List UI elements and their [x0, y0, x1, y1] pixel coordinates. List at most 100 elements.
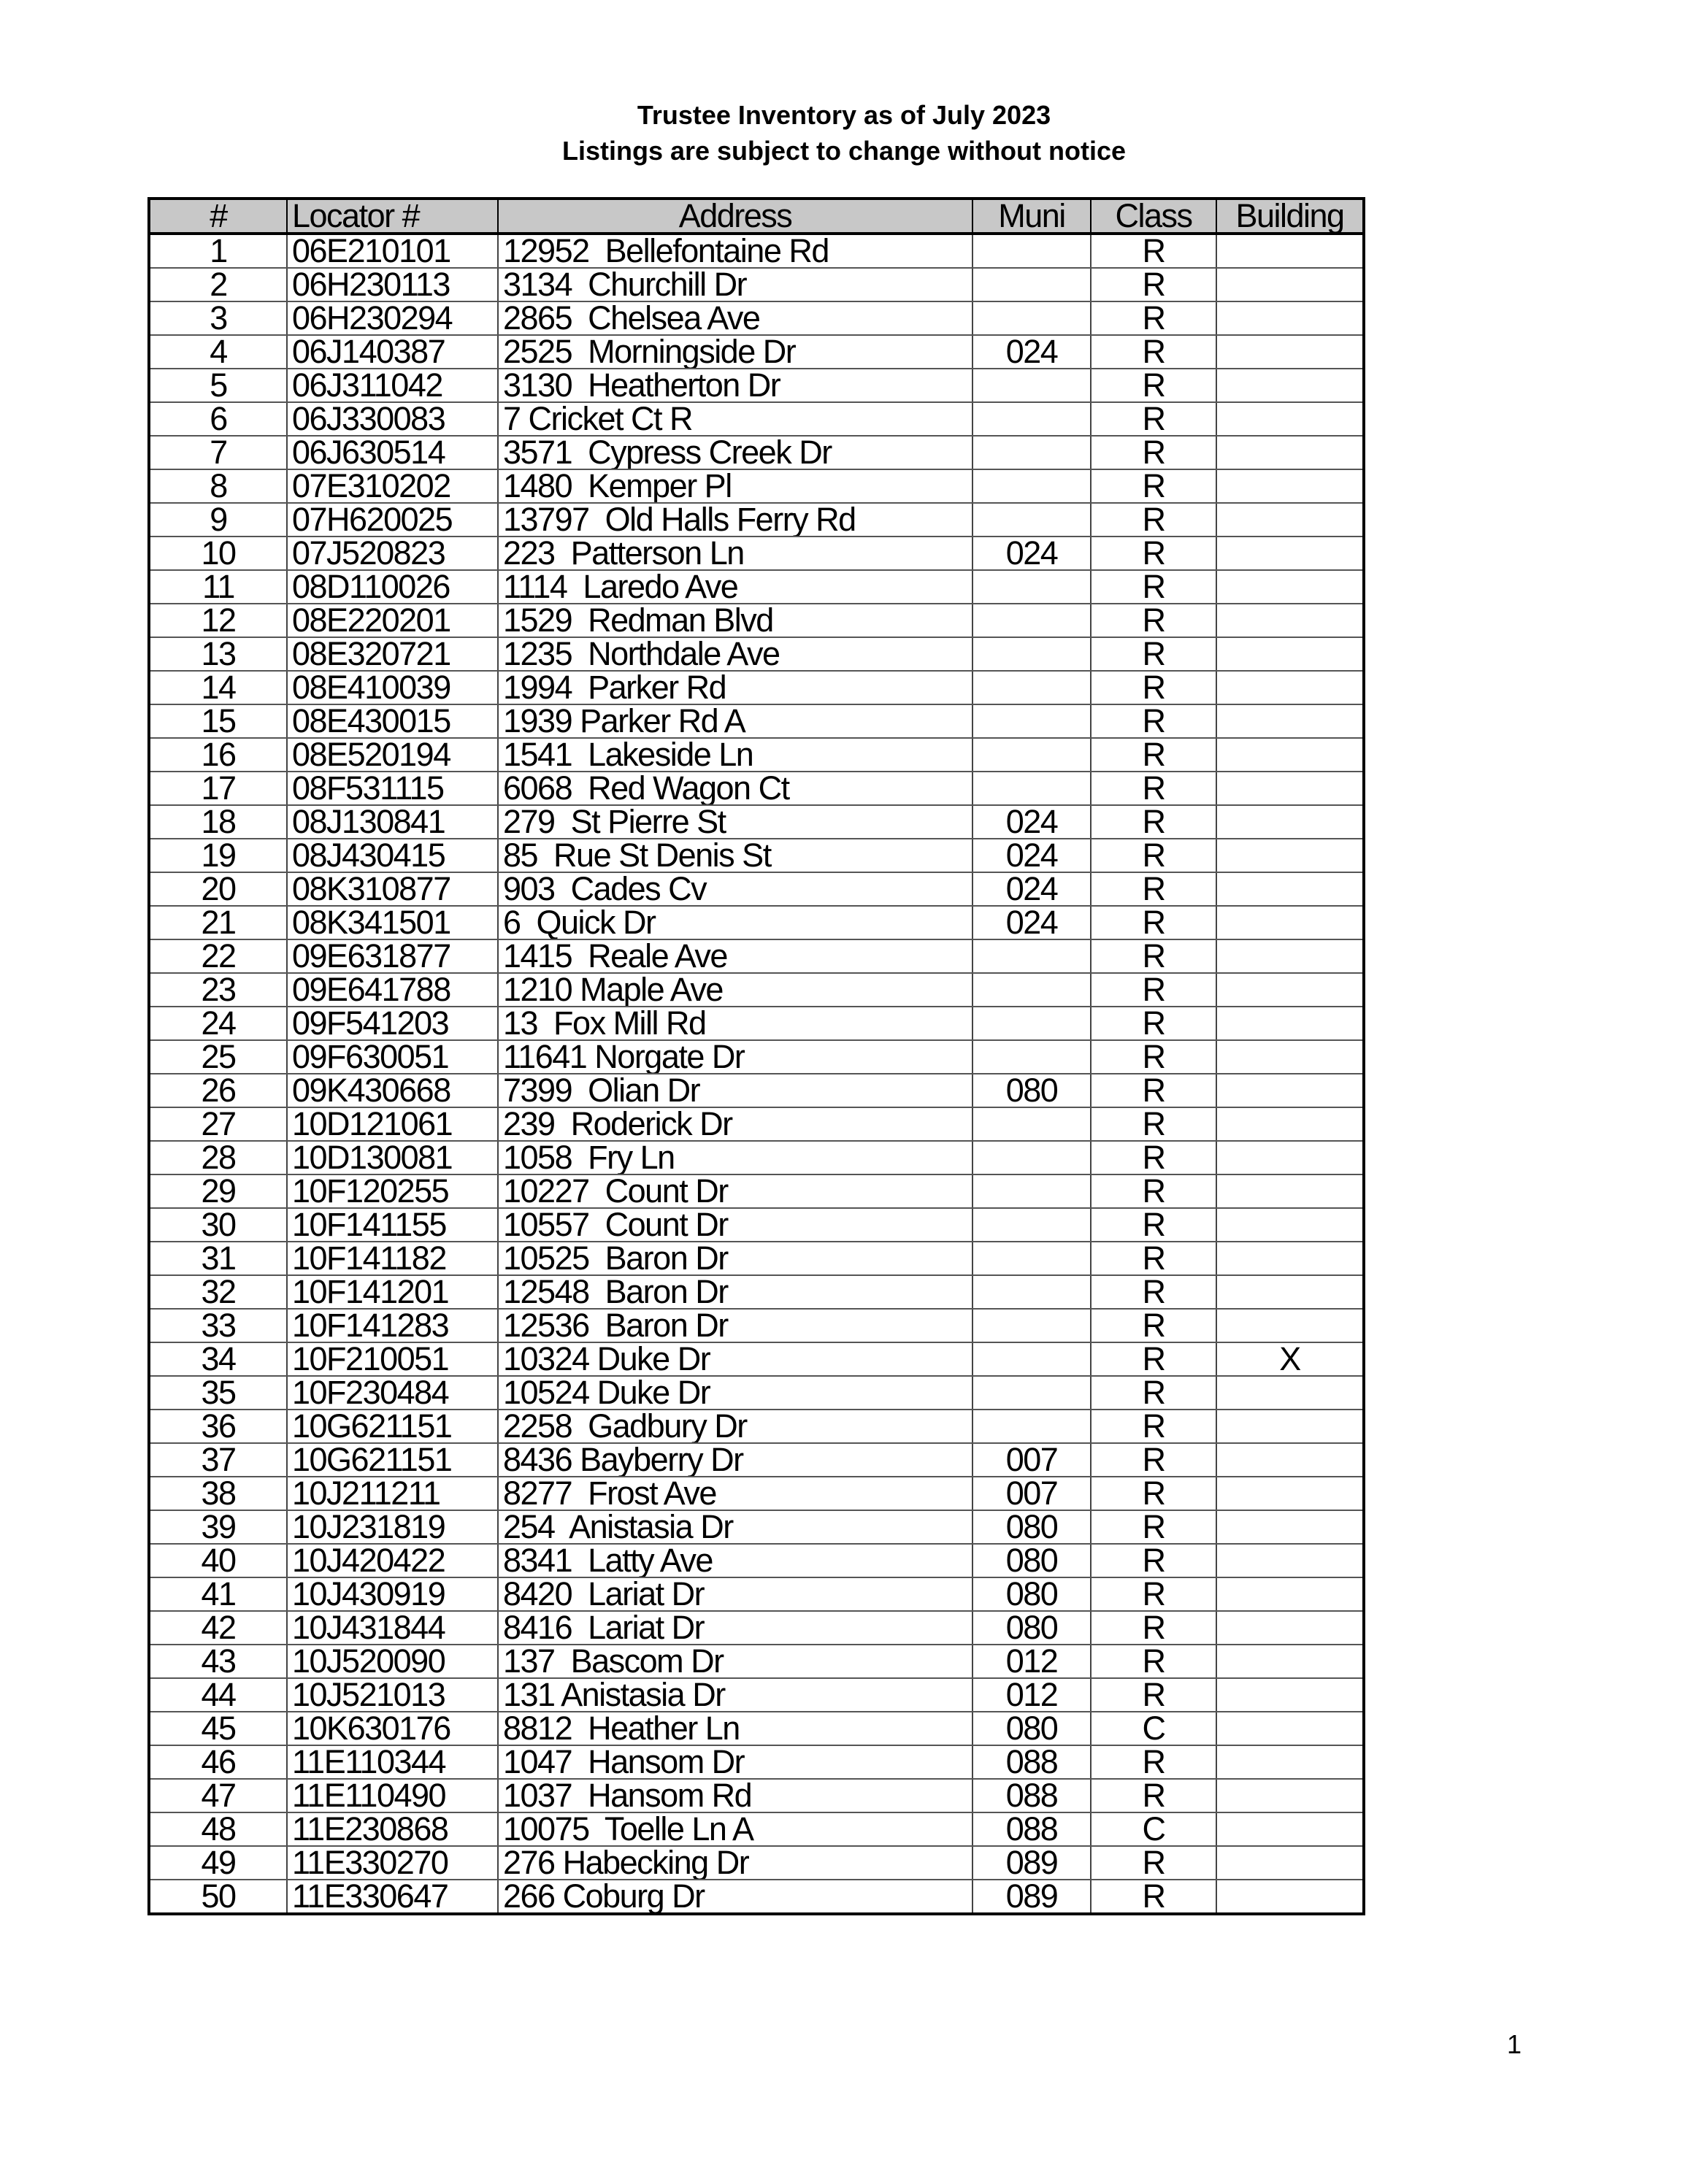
- cell-locator: 10F141201: [286, 1275, 498, 1310]
- cell-number: 6: [149, 402, 287, 437]
- cell-locator: 11E230868: [286, 1812, 498, 1847]
- table-row: 8 07E310202 1480 Kemper Pl R: [149, 469, 1364, 504]
- table-row: 23 09E641788 1210 Maple Ave R: [149, 973, 1364, 1007]
- cell-locator: 10D130081: [286, 1141, 498, 1175]
- cell-muni: 012: [972, 1645, 1091, 1679]
- cell-locator: 08F531115: [286, 772, 498, 806]
- column-header-address: Address: [497, 199, 972, 235]
- cell-muni: 080: [972, 1074, 1091, 1108]
- cell-number: 4: [149, 335, 287, 369]
- cell-locator: 09K430668: [286, 1074, 498, 1108]
- cell-number: 37: [149, 1443, 287, 1477]
- column-header-number: #: [149, 199, 287, 235]
- table-row: 15 08E430015 1939 Parker Rd A R: [149, 704, 1364, 739]
- cell-locator: 10J520090: [286, 1645, 498, 1679]
- cell-number: 29: [149, 1174, 287, 1209]
- cell-building: [1216, 1275, 1364, 1310]
- cell-number: 33: [149, 1309, 287, 1343]
- cell-muni: 088: [972, 1745, 1091, 1780]
- cell-muni: [972, 301, 1091, 336]
- cell-class: R: [1090, 268, 1216, 302]
- cell-locator: 11E110490: [286, 1779, 498, 1813]
- cell-class: R: [1090, 604, 1216, 638]
- cell-number: 44: [149, 1678, 287, 1712]
- column-header-building: Building: [1216, 199, 1364, 235]
- cell-address: 8812 Heather Ln: [497, 1712, 972, 1746]
- cell-number: 18: [149, 805, 287, 839]
- cell-locator: 10J430919: [286, 1577, 498, 1612]
- cell-class: R: [1090, 335, 1216, 369]
- cell-muni: [972, 604, 1091, 638]
- cell-building: [1216, 637, 1364, 672]
- cell-locator: 08E520194: [286, 738, 498, 772]
- cell-muni: [972, 503, 1091, 537]
- cell-number: 23: [149, 973, 287, 1007]
- cell-number: 36: [149, 1410, 287, 1444]
- cell-building: [1216, 1040, 1364, 1074]
- cell-muni: [972, 671, 1091, 705]
- table-row: 10 07J520823 223 Patterson Ln 024 R: [149, 537, 1364, 571]
- cell-muni: 012: [972, 1678, 1091, 1712]
- cell-class: R: [1090, 1645, 1216, 1679]
- cell-muni: [972, 1107, 1091, 1142]
- cell-address: 3571 Cypress Creek Dr: [497, 436, 972, 470]
- cell-class: R: [1090, 1779, 1216, 1813]
- cell-class: R: [1090, 704, 1216, 739]
- table-row: 7 06J630514 3571 Cypress Creek Dr R: [149, 436, 1364, 470]
- cell-class: R: [1090, 772, 1216, 806]
- cell-muni: 088: [972, 1779, 1091, 1813]
- cell-building: [1216, 772, 1364, 806]
- cell-locator: 10F230484: [286, 1376, 498, 1410]
- cell-number: 27: [149, 1107, 287, 1142]
- cell-class: R: [1090, 503, 1216, 537]
- table-header-row: # Locator # Address Muni Class Building: [149, 199, 1364, 235]
- cell-number: 10: [149, 537, 287, 571]
- cell-address: 279 St Pierre St: [497, 805, 972, 839]
- cell-address: 13 Fox Mill Rd: [497, 1007, 972, 1041]
- cell-class: R: [1090, 1443, 1216, 1477]
- table-row: 4 06J140387 2525 Morningside Dr 024 R: [149, 335, 1364, 369]
- table-row: 9 07H620025 13797 Old Halls Ferry Rd R: [149, 503, 1364, 537]
- cell-locator: 07E310202: [286, 469, 498, 504]
- cell-muni: 024: [972, 872, 1091, 907]
- cell-class: R: [1090, 369, 1216, 403]
- cell-locator: 10K630176: [286, 1712, 498, 1746]
- cell-locator: 11E330270: [286, 1846, 498, 1880]
- page-number: 1: [1507, 2029, 1522, 2059]
- cell-class: R: [1090, 906, 1216, 940]
- cell-building: [1216, 704, 1364, 739]
- cell-muni: 080: [972, 1544, 1091, 1578]
- cell-building: [1216, 906, 1364, 940]
- table-row: 27 10D121061 239 Roderick Dr R: [149, 1107, 1364, 1142]
- table-row: 18 08J130841 279 St Pierre St 024 R: [149, 805, 1364, 839]
- table-row: 32 10F141201 12548 Baron Dr R: [149, 1275, 1364, 1310]
- table-row: 48 11E230868 10075 Toelle Ln A 088 C: [149, 1812, 1364, 1847]
- table-row: 37 10G621151 8436 Bayberry Dr 007 R: [149, 1443, 1364, 1477]
- cell-address: 2258 Gadbury Dr: [497, 1410, 972, 1444]
- cell-building: [1216, 604, 1364, 638]
- cell-class: R: [1090, 537, 1216, 571]
- cell-number: 1: [149, 234, 287, 269]
- cell-class: R: [1090, 1208, 1216, 1242]
- cell-class: R: [1090, 1275, 1216, 1310]
- table-row: 38 10J211211 8277 Frost Ave 007 R: [149, 1477, 1364, 1511]
- cell-building: [1216, 973, 1364, 1007]
- cell-locator: 10D121061: [286, 1107, 498, 1142]
- cell-muni: 089: [972, 1880, 1091, 1915]
- cell-address: 6 Quick Dr: [497, 906, 972, 940]
- cell-address: 7 Cricket Ct R: [497, 402, 972, 437]
- cell-number: 8: [149, 469, 287, 504]
- cell-class: C: [1090, 1712, 1216, 1746]
- cell-muni: [972, 772, 1091, 806]
- cell-muni: [972, 570, 1091, 604]
- cell-number: 32: [149, 1275, 287, 1310]
- cell-class: R: [1090, 1477, 1216, 1511]
- cell-address: 10227 Count Dr: [497, 1174, 972, 1209]
- table-row: 11 08D110026 1114 Laredo Ave R: [149, 570, 1364, 604]
- cell-address: 10324 Duke Dr: [497, 1342, 972, 1377]
- table-row: 44 10J521013 131 Anistasia Dr 012 R: [149, 1678, 1364, 1712]
- cell-number: 34: [149, 1342, 287, 1377]
- cell-class: R: [1090, 1510, 1216, 1545]
- cell-address: 223 Patterson Ln: [497, 537, 972, 571]
- cell-building: [1216, 301, 1364, 336]
